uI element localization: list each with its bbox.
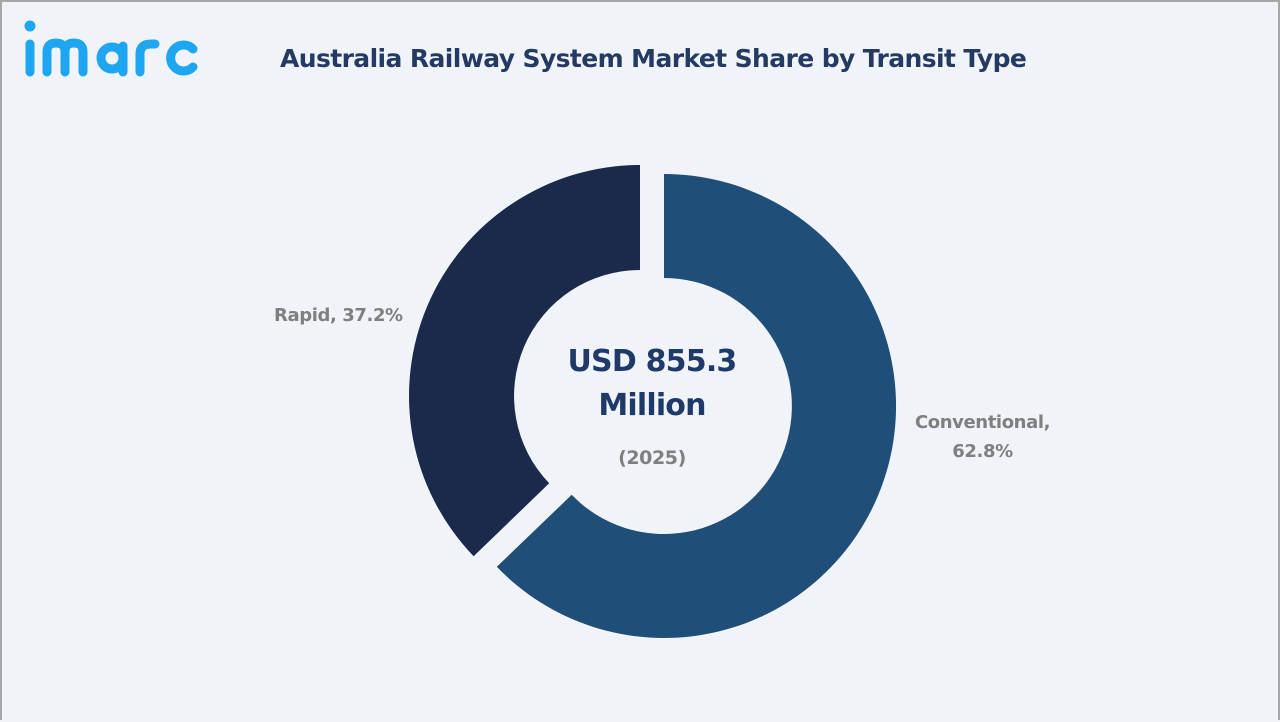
donut-slice-conventional[interactable]: [496, 174, 897, 638]
center-year: (2025): [618, 447, 686, 469]
chart-title: Australia Railway System Market Share by…: [280, 44, 1027, 73]
data-label-conventional: Conventional, 62.8%: [910, 408, 1055, 466]
center-total-unit: Million: [598, 388, 706, 423]
imarc-logo: [24, 20, 198, 77]
data-label-conventional-name: Conventional,: [914, 412, 1051, 433]
data-label-rapid: Rapid, 37.2%: [274, 305, 403, 326]
center-total-value: USD 855.3: [567, 344, 737, 379]
data-label-conventional-value: 62.8%: [952, 441, 1013, 462]
donut-slice-rapid[interactable]: [409, 165, 640, 557]
